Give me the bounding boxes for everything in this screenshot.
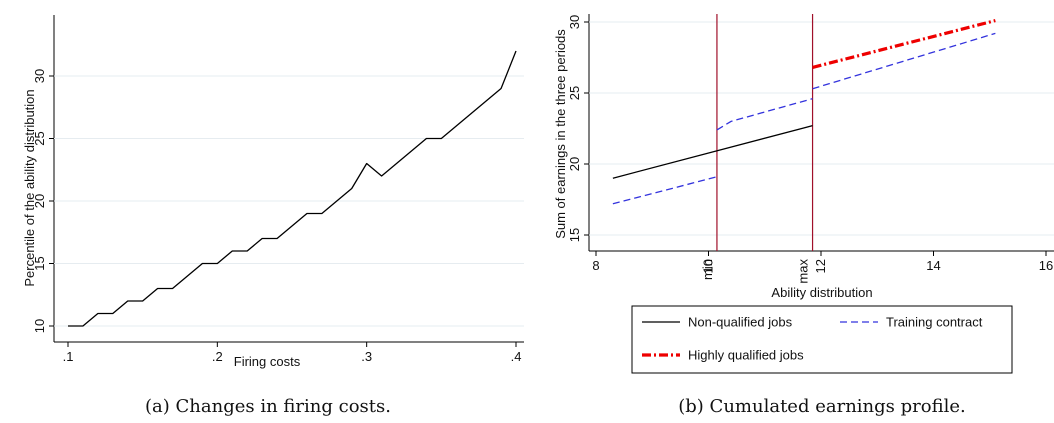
chart-a-series <box>68 50 517 327</box>
y-tick-label: 25 <box>567 86 582 100</box>
vertical-line-label-min: min <box>700 259 715 280</box>
x-tick-label: 8 <box>592 258 599 273</box>
legend-label: Highly qualified jobs <box>688 348 804 363</box>
legend-box <box>631 305 1013 374</box>
x-tick-label: .4 <box>511 349 522 364</box>
y-tick-label: 25 <box>32 131 47 145</box>
x-tick-label: 10 <box>701 259 716 273</box>
x-tick-label: 12 <box>813 259 828 273</box>
series-line <box>812 32 996 90</box>
chart-a: .1 .2 .3 .4 10 15 20 25 30 Firing costs Percent… <box>22 15 524 417</box>
vertical-line-label-max: max <box>796 259 811 284</box>
chart-b-series <box>612 19 996 205</box>
series-line <box>716 98 813 131</box>
y-tick-label: 20 <box>567 157 582 171</box>
x-tick-label: .2 <box>212 349 223 364</box>
x-tick-label: .3 <box>361 349 372 364</box>
x-tick-label: .1 <box>63 349 74 364</box>
y-tick-label: 30 <box>567 15 582 29</box>
series-line <box>612 125 813 179</box>
legend-label: Training contract <box>886 315 983 330</box>
x-tick-label: 16 <box>1039 258 1053 273</box>
series-line <box>812 19 996 69</box>
chart-a-caption: (a) Changes in firing costs. <box>145 396 391 417</box>
y-tick-label: 15 <box>32 256 47 270</box>
chart-b: min max 8 10 12 14 16 15 20 25 30 Ability distri… <box>553 14 1054 417</box>
chart-a-x-label: Firing costs <box>234 354 301 369</box>
chart-b-y-label: Sum of earnings in the three periods <box>553 29 568 239</box>
chart-b-x-ticks: 8 10 12 14 16 <box>592 251 1053 273</box>
chart-b-x-label: Ability distribution <box>771 285 872 300</box>
y-tick-label: 20 <box>32 194 47 208</box>
chart-a-x-ticks: .1 .2 .3 .4 <box>63 342 522 364</box>
chart-a-gridlines <box>54 75 524 327</box>
chart-a-y-label: Percentile of the ability distribution <box>22 89 37 286</box>
chart-b-y-ticks: 15 20 25 30 <box>567 15 589 242</box>
chart-b-vertical-lines: min max <box>700 14 814 284</box>
y-tick-label: 10 <box>32 319 47 333</box>
y-tick-label: 30 <box>32 69 47 83</box>
series-line <box>612 176 718 205</box>
chart-b-legend: Non-qualified jobs Training contract Highl… <box>631 305 1013 374</box>
y-tick-label: 15 <box>567 228 582 242</box>
chart-b-gridlines <box>589 21 1054 236</box>
series-line <box>68 50 517 327</box>
legend-label: Non-qualified jobs <box>688 315 793 330</box>
chart-a-y-ticks: 10 15 20 25 30 <box>32 69 54 333</box>
chart-b-caption: (b) Cumulated earnings profile. <box>678 396 965 417</box>
x-tick-label: 14 <box>926 258 940 273</box>
